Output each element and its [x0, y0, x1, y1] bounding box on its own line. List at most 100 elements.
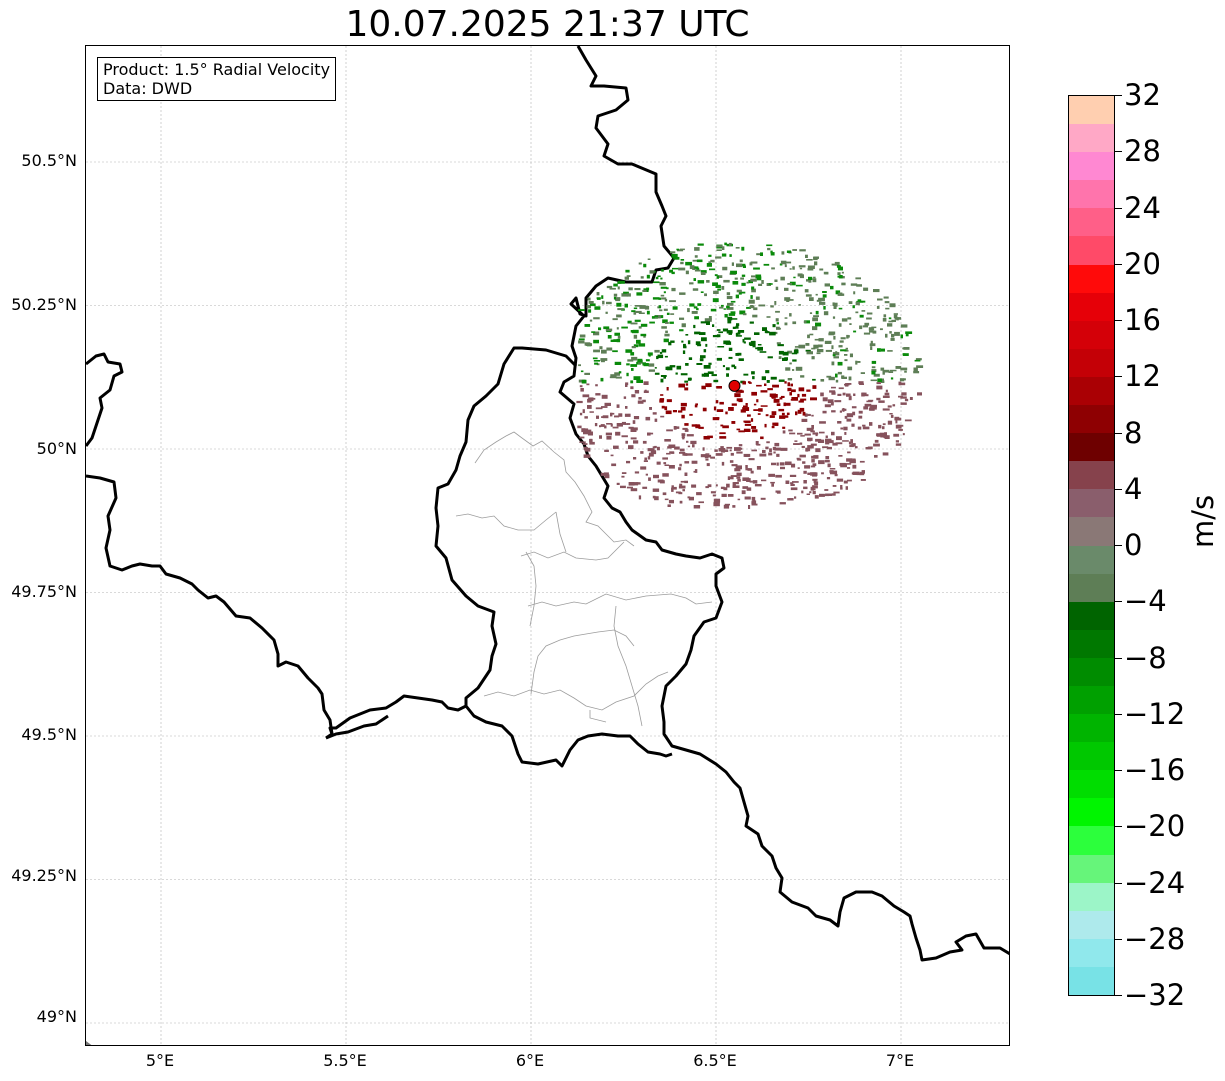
velocity-echo-pixel: [863, 406, 869, 410]
velocity-echo-pixel: [916, 365, 924, 368]
velocity-echo-pixel: [661, 326, 667, 329]
velocity-echo-pixel: [845, 347, 848, 350]
velocity-echo-pixel: [579, 441, 586, 443]
velocity-echo-pixel: [858, 410, 863, 414]
velocity-echo-pixel: [813, 455, 819, 459]
velocity-echo-pixel: [693, 505, 701, 509]
velocity-echo-pixel: [610, 423, 613, 427]
velocity-echo-pixel: [671, 488, 674, 492]
velocity-echo-pixel: [712, 282, 718, 286]
country-borders: [86, 46, 1009, 962]
velocity-echo-pixel: [679, 292, 686, 295]
velocity-echo-pixel: [615, 376, 622, 379]
velocity-echo-pixel: [731, 464, 738, 467]
velocity-echo-pixel: [736, 289, 742, 293]
velocity-echo-pixel: [735, 353, 740, 356]
velocity-echo-pixel: [646, 274, 650, 279]
velocity-echo-pixel: [746, 487, 752, 491]
velocity-echo-pixel: [835, 351, 838, 354]
map-plot-area[interactable]: [85, 45, 1010, 1046]
velocity-echo-pixel: [857, 361, 861, 363]
velocity-echo-pixel: [682, 453, 688, 456]
velocity-echo-pixel: [822, 494, 830, 497]
velocity-echo-pixel: [617, 286, 620, 290]
velocity-echo-pixel: [663, 376, 666, 379]
velocity-echo-pixel: [812, 317, 818, 322]
velocity-echo-pixel: [667, 446, 672, 449]
velocity-echo-pixel: [713, 498, 721, 503]
velocity-echo-pixel: [737, 330, 745, 333]
velocity-echo-pixel: [764, 383, 767, 386]
velocity-echo-pixel: [653, 281, 660, 284]
velocity-echo-pixel: [604, 425, 607, 429]
velocity-echo-pixel: [652, 488, 660, 492]
colorbar-segment: [1069, 405, 1114, 434]
velocity-echo-pixel: [873, 443, 880, 447]
velocity-echo-pixel: [782, 430, 786, 434]
velocity-echo-pixel: [576, 400, 583, 404]
velocity-echo-pixel: [642, 440, 647, 444]
colorbar-segment: [1069, 545, 1114, 575]
velocity-echo-pixel: [823, 306, 826, 310]
velocity-echo-pixel: [849, 395, 852, 400]
velocity-echo-pixel: [594, 306, 601, 310]
velocity-echo-pixel: [751, 391, 757, 396]
velocity-echo-pixel: [885, 307, 890, 310]
velocity-echo-pixel: [763, 263, 770, 266]
velocity-echo-pixel: [797, 432, 803, 435]
velocity-echo-pixel: [624, 413, 631, 417]
velocity-echo-pixel: [630, 322, 638, 325]
velocity-echo-pixel: [621, 472, 627, 474]
velocity-echo-pixel: [659, 399, 664, 403]
velocity-echo-pixel: [684, 423, 689, 426]
velocity-echo-pixel: [825, 435, 828, 439]
velocity-echo-pixel: [663, 338, 669, 343]
velocity-echo-pixel: [652, 297, 660, 300]
velocity-echo-pixel: [652, 446, 655, 448]
velocity-echo-pixel: [752, 500, 757, 505]
velocity-echo-pixel: [689, 303, 695, 307]
velocity-echo-pixel: [756, 253, 761, 256]
velocity-echo-pixel: [714, 274, 718, 277]
velocity-echo-pixel: [666, 287, 669, 290]
velocity-echo-pixel: [896, 317, 899, 321]
velocity-echo-pixel: [655, 276, 659, 280]
colorbar-segment: [1069, 798, 1114, 827]
velocity-echo-pixel: [726, 373, 729, 377]
velocity-echo-pixel: [787, 283, 793, 285]
velocity-echo-pixel: [735, 335, 742, 337]
velocity-echo-pixel: [678, 467, 682, 471]
velocity-echo-pixel: [679, 248, 685, 251]
velocity-echo-pixel: [663, 308, 668, 311]
velocity-echo-pixel: [713, 502, 720, 507]
velocity-echo-pixel: [634, 288, 641, 291]
velocity-echo-pixel: [616, 404, 620, 408]
velocity-echo-pixel: [665, 410, 672, 415]
velocity-echo-pixel: [719, 432, 726, 435]
velocity-echo-pixel: [755, 296, 760, 300]
velocity-echo-pixel: [822, 446, 829, 449]
velocity-echo-pixel: [801, 490, 804, 494]
velocity-echo-pixel: [746, 281, 749, 284]
velocity-echo-pixel: [686, 434, 694, 437]
velocity-echo-pixel: [660, 375, 667, 377]
velocity-echo-pixel: [584, 447, 591, 452]
velocity-echo-pixel: [833, 356, 839, 359]
velocity-echo-pixel: [824, 340, 832, 344]
border-line: [558, 46, 1009, 962]
velocity-echo-pixel: [737, 498, 741, 501]
velocity-echo-pixel: [771, 483, 774, 487]
velocity-echo-pixel: [780, 447, 788, 451]
radar-site-marker[interactable]: [728, 379, 741, 392]
velocity-echo-pixel: [879, 432, 886, 435]
velocity-echo-pixel: [895, 366, 901, 369]
velocity-echo-pixel: [891, 319, 896, 322]
velocity-echo-pixel: [601, 360, 605, 363]
velocity-echo-pixel: [694, 404, 698, 408]
velocity-echo-pixel: [669, 451, 674, 454]
velocity-echo-pixel: [742, 477, 750, 481]
velocity-echo-pixel: [797, 467, 800, 469]
velocity-echo-pixel: [829, 471, 835, 475]
velocity-echo-pixel: [877, 348, 881, 352]
velocity-echo-pixel: [837, 272, 841, 275]
